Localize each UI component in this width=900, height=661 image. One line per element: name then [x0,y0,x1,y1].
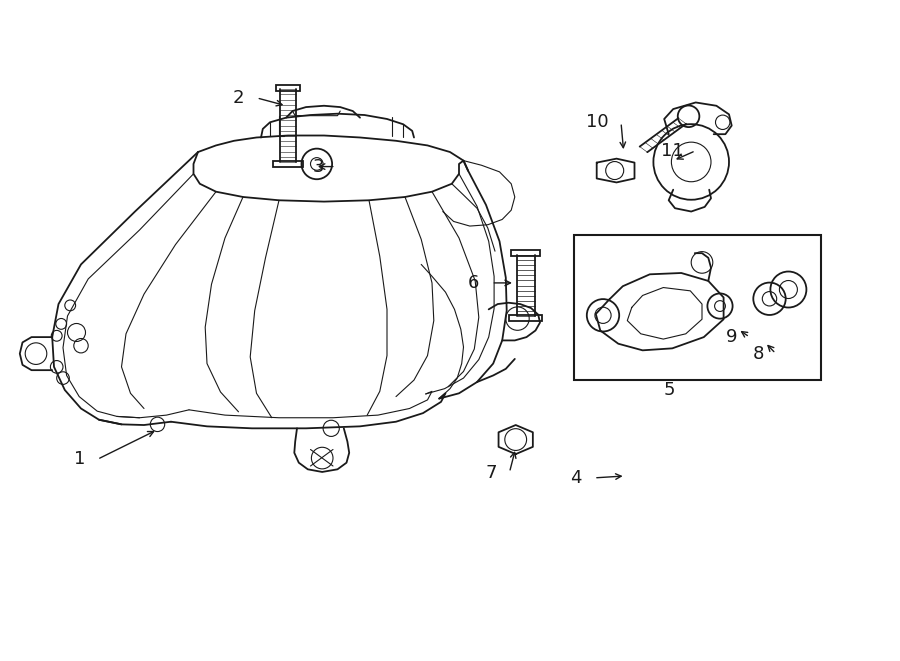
Text: 6: 6 [468,274,480,292]
Bar [574,235,821,380]
Text: 9: 9 [726,328,738,346]
Text: 3: 3 [312,157,324,176]
Text: 5: 5 [663,381,675,399]
Text: 4: 4 [571,469,582,487]
Text: 10: 10 [587,113,609,132]
Text: 8: 8 [752,344,764,363]
Text: 11: 11 [661,141,684,160]
Text: 1: 1 [74,450,86,469]
Text: 2: 2 [233,89,245,107]
Text: 7: 7 [486,463,498,482]
